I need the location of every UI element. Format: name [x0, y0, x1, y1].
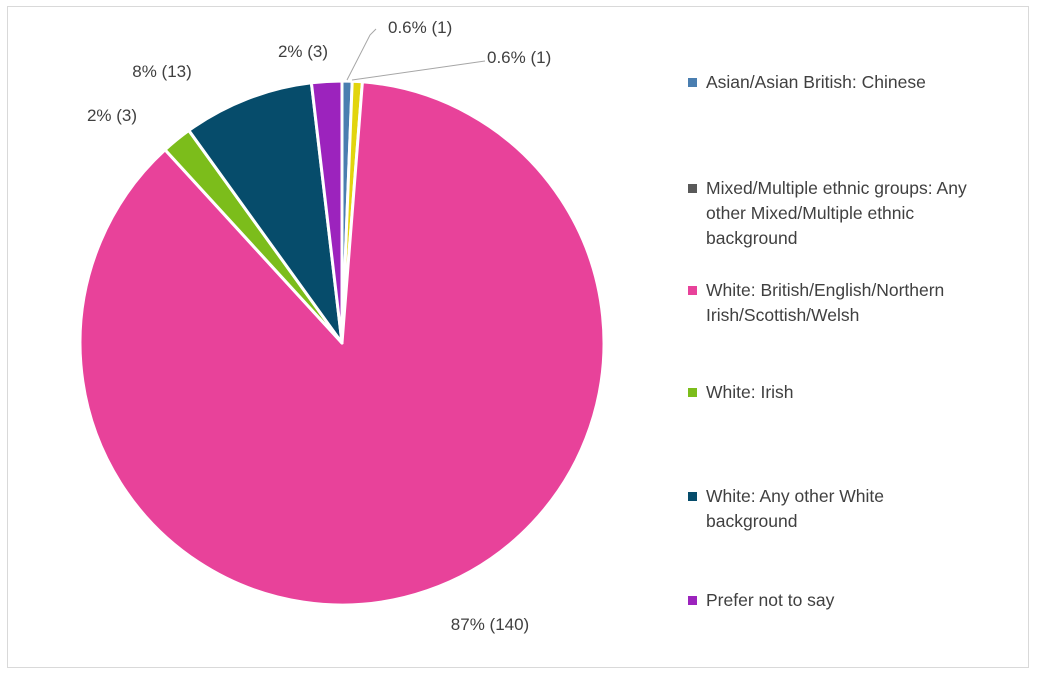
legend-swatch-white-irish	[688, 388, 697, 397]
data-label-mixed-other: 0.6% (1)	[487, 48, 551, 67]
legend-label-asian-chinese: Asian/Asian British: Chinese	[706, 72, 926, 92]
leader-lines	[346, 28, 486, 81]
legend-swatch-asian-chinese	[688, 78, 697, 87]
leader-line-asian-chinese	[346, 28, 377, 81]
data-label-asian-chinese: 0.6% (1)	[388, 18, 452, 37]
data-labels: 0.6% (1) 0.6% (1) 87% (140) 2% (3) 8% (13) 2%…	[87, 18, 551, 634]
pie-slice-white-other	[187, 81, 344, 345]
legend-label-white-other: White: Any other White background	[706, 486, 884, 531]
legend-item-white-irish: White: Irish	[688, 380, 1028, 405]
data-label-prefer-not: 2% (3)	[278, 42, 328, 61]
legend-swatch-prefer-not	[688, 596, 697, 605]
pie-slices	[78, 79, 606, 607]
legend-label-white-british: White: British/English/Northern Irish/Sc…	[706, 280, 945, 325]
legend-label-white-irish: White: Irish	[706, 382, 794, 402]
pie-slice-prefer-not	[309, 79, 344, 345]
legend-label-prefer-not: Prefer not to say	[706, 590, 835, 610]
legend-item-white-british: White: British/English/Northern Irish/Sc…	[688, 278, 1028, 328]
legend-label-mixed-other: Mixed/Multiple ethnic groups: Any other …	[706, 178, 967, 248]
legend-swatch-mixed-other	[688, 184, 697, 193]
legend-item-mixed-other: Mixed/Multiple ethnic groups: Any other …	[688, 176, 1028, 251]
legend-item-prefer-not: Prefer not to say	[688, 588, 1028, 613]
legend-swatch-white-british	[688, 286, 697, 295]
data-label-white-other: 8% (13)	[132, 62, 192, 81]
legend-item-asian-chinese: Asian/Asian British: Chinese	[688, 70, 1028, 95]
data-label-white-british: 87% (140)	[451, 615, 529, 634]
legend-swatch-white-other	[688, 492, 697, 501]
data-label-white-irish: 2% (3)	[87, 106, 137, 125]
leader-line-mixed-other	[351, 60, 486, 81]
legend-item-white-other: White: Any other White background	[688, 484, 1028, 534]
